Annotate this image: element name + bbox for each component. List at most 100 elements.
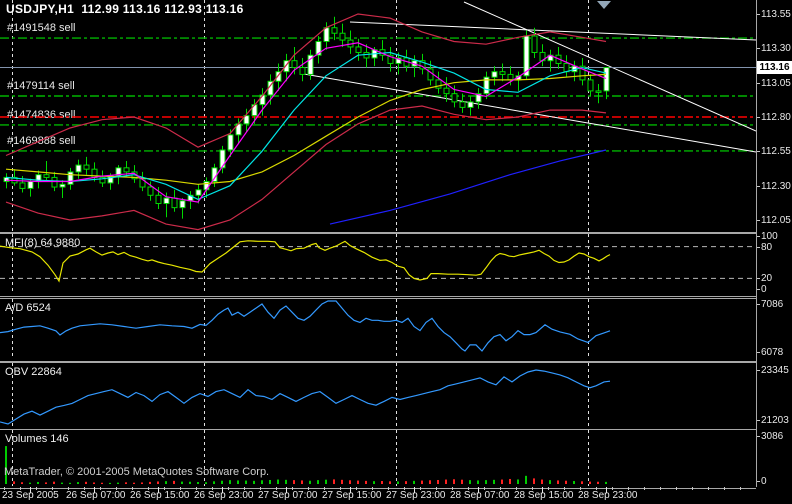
volume-bar [37,481,39,484]
volume-bar [293,480,295,484]
bear-candle [499,71,506,75]
volume-bar [493,479,495,484]
bear-candle [595,90,602,93]
obv-line [0,369,611,425]
obv-canvas[interactable] [0,363,756,427]
volume-bar [341,479,343,484]
time-axis-label: 26 Sep 23:00 [194,490,254,501]
scale-tick-mark [757,14,760,15]
bear-candle [51,176,58,188]
bull-candle [467,101,474,108]
bull-candle [483,76,490,95]
time-axis-label: 27 Sep 15:00 [322,490,382,501]
obv-label: OBV 22864 [5,366,62,378]
scale-tick-mark [757,481,760,482]
bear-candle [435,79,442,89]
time-axis-label: 27 Sep 07:00 [258,490,318,501]
volume-bar [597,481,599,484]
volume-bar [253,480,255,484]
trendline [303,73,756,153]
scale-label: 23345 [761,365,789,376]
scale-tick-mark [757,246,760,248]
volume-bar [109,482,111,484]
chart-title: USDJPY,H1 112.99 113.16 112.93 113.16 [6,2,244,16]
bull-candle [395,57,402,64]
bear-candle [387,54,394,64]
bear-candle [147,186,154,196]
bull-candle [75,164,82,173]
scale-label: 3086 [761,431,784,442]
volume-bar [317,480,319,484]
time-axis-ticks[interactable] [0,487,756,504]
scale-tick-mark [757,370,760,371]
bull-candle [491,71,498,78]
time-axis-label: 26 Sep 07:00 [66,490,126,501]
bull-candle [179,200,186,209]
bull-candle [243,115,250,125]
obv-indicator-panel[interactable]: OBV 22864 [0,362,756,430]
mfi-canvas[interactable] [0,234,756,294]
volume-bar [13,481,15,484]
scale-label: 113.55 [761,9,791,20]
volumes-panel[interactable]: Volumes 146 [0,429,756,489]
bull-candle [323,27,330,42]
scale-tick-mark [757,185,760,187]
bull-candle [27,181,34,189]
volume-bar [421,480,423,484]
bear-candle [443,87,450,95]
scale-label: 112.05 [761,215,791,226]
volume-bar [53,481,55,484]
volume-bar [69,482,71,484]
volume-bar [581,481,583,484]
volume-bar [445,479,447,484]
bear-candle [507,73,514,81]
volume-bar [381,481,383,484]
scale-tick-mark [757,48,760,50]
time-axis-label: 23 Sep 2005 [2,490,59,501]
main-chart-canvas[interactable]: #1491548 sell#1479114 sell#1474836 sell#… [0,0,756,231]
scale-label: 0 [761,284,767,295]
scale-label: 100 [761,231,778,242]
bear-candle [99,176,106,184]
mfi-indicator-panel[interactable]: MFI(8) 64.9880 [0,233,756,297]
volume-bar [437,479,439,484]
bull-candle [59,183,66,188]
bear-candle [291,60,298,69]
volume-bar [509,478,511,484]
bull-candle [219,149,226,169]
ad-line [0,300,611,352]
order-label: #1479114 sell [7,80,75,92]
scale-label: 112.55 [761,146,791,158]
bull-candle [67,171,74,185]
volumes-label: Volumes 146 [5,433,69,445]
ad-indicator-panel[interactable]: A/D 6524 [0,298,756,362]
volume-bar [397,481,399,484]
scale-tick-mark [757,278,760,280]
volume-bar [485,480,487,484]
bull-candle [315,40,322,56]
volume-bar [45,482,47,484]
volume-bar [221,480,223,484]
scale-tick-mark [757,436,760,437]
volume-bar [229,480,231,484]
main-chart-panel[interactable]: #1491548 sell #1479114 sell #1474836 sell #… [0,0,756,233]
volume-bar [477,480,479,484]
volume-bar [605,481,607,484]
volume-bar [85,481,87,484]
metatrader-watermark: MetaTrader, © 2001-2005 MetaQuotes Softw… [4,466,270,478]
bull-candle [283,60,290,73]
trendline [349,21,756,41]
scale-tick-mark [757,82,760,84]
volume-bar [277,479,279,484]
bull-candle [115,167,122,177]
ad-canvas[interactable] [0,299,756,359]
volumes-canvas[interactable] [0,430,756,486]
volume-bar [205,482,207,484]
order-label: #1474836 sell [7,109,76,121]
bull-candle [275,71,282,82]
scale-tick-mark [757,117,760,118]
bollinger-lower-line [5,105,607,231]
time-axis-label: 26 Sep 15:00 [130,490,190,501]
volume-bar [461,479,463,484]
